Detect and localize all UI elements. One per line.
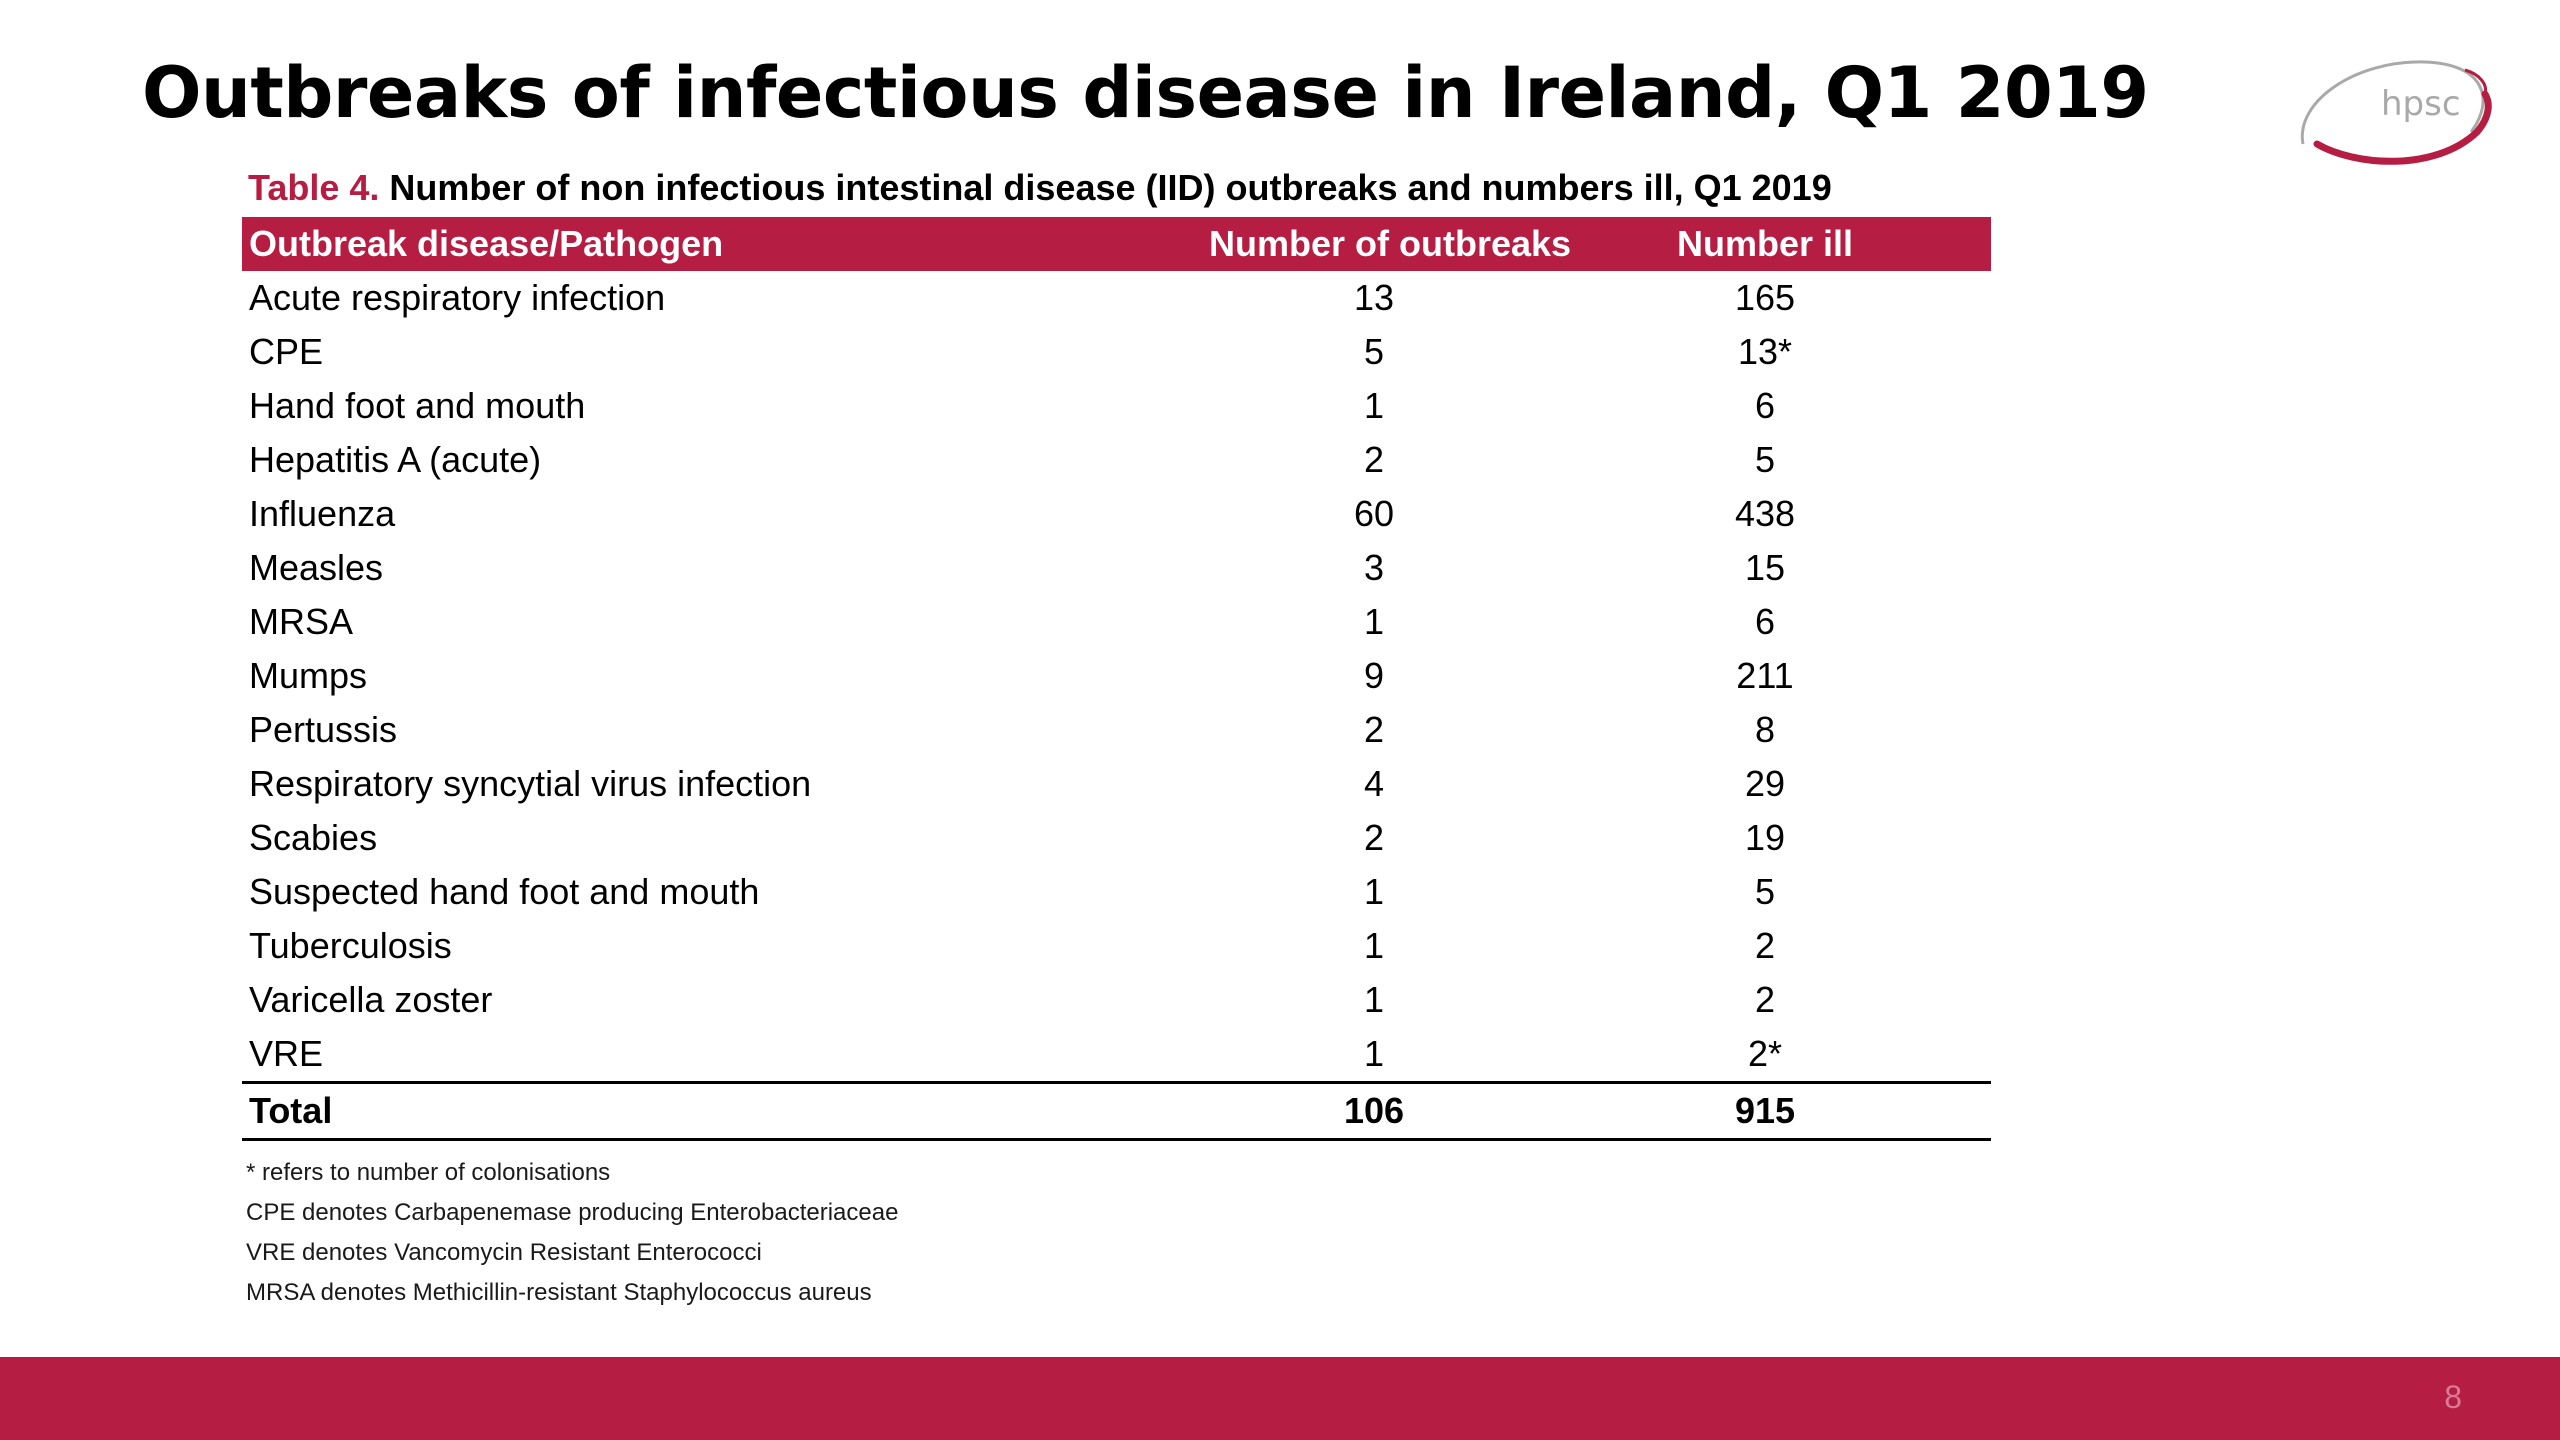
ill-cell: 19: [1744, 817, 1786, 858]
outbreaks-cell: 3: [1363, 547, 1385, 588]
pathogen-cell: Hand foot and mouth: [249, 385, 586, 426]
pathogen-cell: MRSA: [249, 601, 354, 642]
pathogen-cell: Varicella zoster: [249, 979, 493, 1020]
total-outbreaks-cell: 106: [1209, 1081, 1539, 1141]
footnote: * refers to number of colonisations: [246, 1159, 611, 1186]
outbreaks-cell: 1: [1363, 1033, 1385, 1074]
outbreaks-cell: 2: [1363, 709, 1385, 750]
total-ill-cell: 915: [1539, 1081, 1991, 1141]
outbreaks-cell: 9: [1363, 655, 1385, 696]
footnote: VRE denotes Vancomycin Resistant Enteroc…: [246, 1239, 762, 1266]
table-row: Tuberculosis 1 2: [242, 919, 1991, 973]
ill-cell: 2*: [1747, 1033, 1783, 1074]
header-number-of-outbreaks: Number of outbreaks: [1209, 217, 1571, 271]
outbreaks-cell: 1: [1363, 871, 1385, 912]
pathogen-cell: Scabies: [249, 817, 378, 858]
ill-cell: 15: [1744, 547, 1786, 588]
ill-cell: 29: [1744, 763, 1786, 804]
ill-cell: 8: [1754, 709, 1776, 750]
ill-cell: 5: [1754, 439, 1776, 480]
table-row: Hand foot and mouth 1 6: [242, 379, 1991, 433]
outbreaks-cell: 60: [1353, 493, 1395, 534]
table-row: Scabies 2 19: [242, 811, 1991, 865]
outbreaks-table: Outbreak disease/Pathogen Number of outb…: [242, 217, 1991, 1141]
pathogen-cell: Suspected hand foot and mouth: [249, 871, 760, 912]
footnote: MRSA denotes Methicillin-resistant Staph…: [246, 1279, 872, 1306]
outbreaks-cell: 1: [1363, 925, 1385, 966]
slide-title: Outbreaks of infectious disease in Irela…: [142, 52, 2149, 134]
table-row: Suspected hand foot and mouth 1 5: [242, 865, 1991, 919]
hpsc-logo: hpsc: [2300, 60, 2492, 165]
pathogen-cell: Pertussis: [249, 709, 398, 750]
page-number: 8: [2444, 1379, 2462, 1415]
table-row: Hepatitis A (acute) 2 5: [242, 433, 1991, 487]
table-total-row: Total 106 915: [242, 1081, 1991, 1141]
pathogen-cell: Influenza: [249, 493, 396, 534]
pathogen-cell: Tuberculosis: [249, 925, 452, 966]
table-caption: Table 4. Number of non infectious intest…: [248, 160, 1832, 216]
ill-cell: 165: [1734, 277, 1796, 318]
outbreaks-cell: 1: [1363, 601, 1385, 642]
ill-cell: 211: [1736, 655, 1794, 696]
outbreaks-cell: 1: [1363, 979, 1385, 1020]
table-row: Pertussis 2 8: [242, 703, 1991, 757]
ill-cell: 438: [1734, 493, 1796, 534]
outbreaks-cell: 2: [1363, 439, 1385, 480]
ill-cell: 2: [1754, 979, 1776, 1020]
pathogen-cell: Acute respiratory infection: [249, 277, 666, 318]
pathogen-cell: CPE: [249, 331, 324, 372]
ill-cell: 6: [1754, 385, 1776, 426]
ill-cell: 5: [1754, 871, 1776, 912]
pathogen-cell: Respiratory syncytial virus infection: [249, 763, 812, 804]
table-caption-text: Number of non infectious intestinal dise…: [379, 167, 1832, 208]
table-row: MRSA 1 6: [242, 595, 1991, 649]
table-row: Respiratory syncytial virus infection 4 …: [242, 757, 1991, 811]
table-row: Acute respiratory infection 13 165: [242, 271, 1991, 325]
table-row: Measles 3 15: [242, 541, 1991, 595]
ill-cell: 13*: [1737, 331, 1793, 372]
ill-cell: 2: [1754, 925, 1776, 966]
footnote: CPE denotes Carbapenemase producing Ente…: [246, 1199, 899, 1226]
table-row: Influenza 60 438: [242, 487, 1991, 541]
pathogen-cell: Hepatitis A (acute): [249, 439, 542, 480]
outbreaks-cell: 1: [1363, 385, 1385, 426]
outbreaks-cell: 5: [1363, 331, 1385, 372]
ill-cell: 6: [1754, 601, 1776, 642]
pathogen-cell: Mumps: [249, 655, 368, 696]
table-row: CPE 5 13*: [242, 325, 1991, 379]
footer-bar: 8: [0, 1357, 2560, 1440]
outbreaks-cell: 4: [1363, 763, 1385, 804]
footnotes: * refers to number of colonisations CPE …: [246, 1153, 898, 1313]
table-row: Mumps 9 211: [242, 649, 1991, 703]
total-label-cell: Total: [242, 1081, 1209, 1141]
pathogen-cell: VRE: [249, 1033, 324, 1074]
outbreaks-cell: 13: [1353, 277, 1395, 318]
header-number-ill: Number ill: [1539, 217, 1991, 271]
table-caption-number: Table 4.: [248, 167, 380, 208]
table-row: Varicella zoster 1 2: [242, 973, 1991, 1027]
logo-text: hpsc: [2381, 84, 2461, 124]
table-header-row: Outbreak disease/Pathogen Number of outb…: [242, 217, 1991, 271]
header-pathogen: Outbreak disease/Pathogen: [242, 217, 1209, 271]
pathogen-cell: Measles: [249, 547, 384, 588]
table-row: VRE 1 2*: [242, 1027, 1991, 1083]
outbreaks-cell: 2: [1363, 817, 1385, 858]
